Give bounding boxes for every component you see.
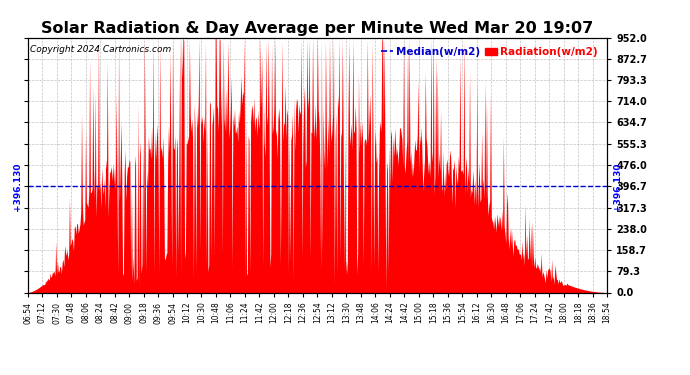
Title: Solar Radiation & Day Average per Minute Wed Mar 20 19:07: Solar Radiation & Day Average per Minute… [41,21,593,36]
Text: Copyright 2024 Cartronics.com: Copyright 2024 Cartronics.com [30,45,172,54]
Text: +396.130: +396.130 [613,162,622,211]
Legend: Median(w/m2), Radiation(w/m2): Median(w/m2), Radiation(w/m2) [377,43,602,61]
Text: +396.130: +396.130 [13,162,22,211]
